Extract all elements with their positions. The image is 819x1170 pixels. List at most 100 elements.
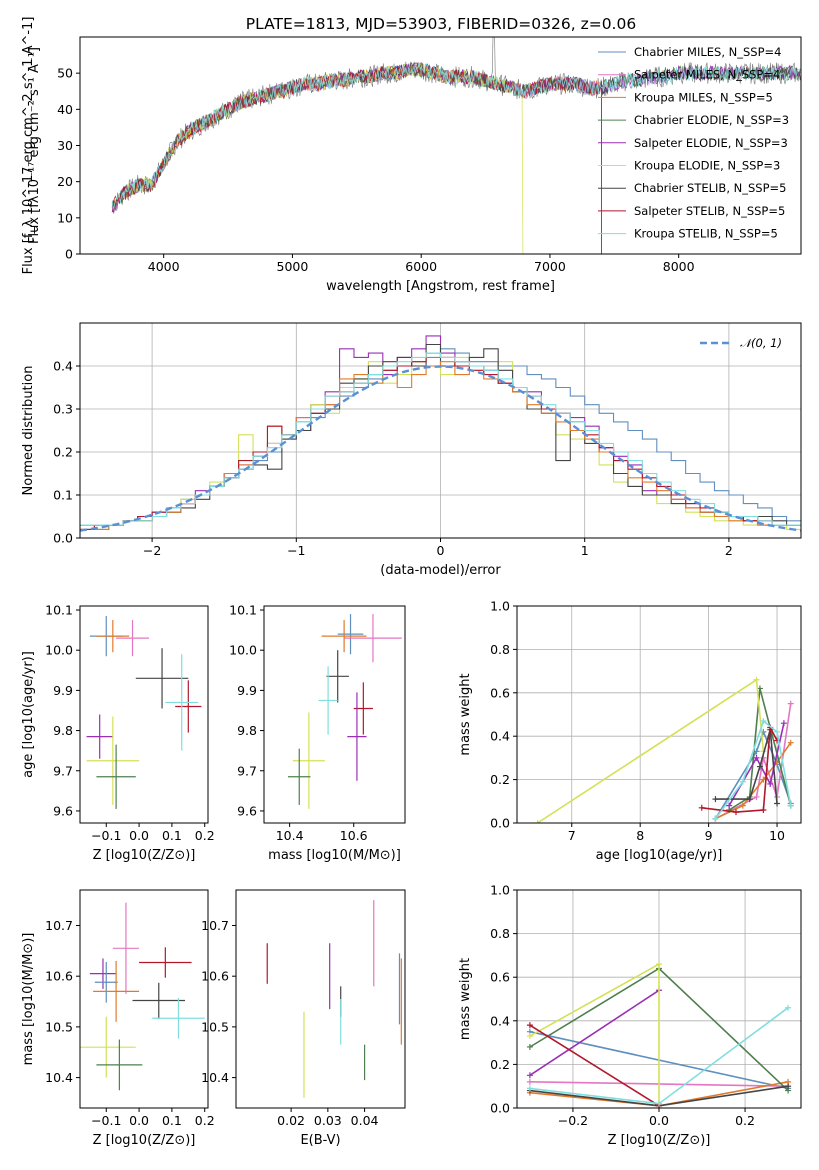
spectrum-legend-label: Salpeter ELODIE, N_SSP=3 [634,136,788,150]
weight-marker [753,676,760,683]
weight-marker [767,780,774,787]
mass-vs-Z-xtick-label: 0.1 [162,1113,182,1128]
residuals-ytick-label: 0.2 [53,445,73,460]
mass-vs-EBV-ytick-label: 10.6 [201,969,229,984]
weight-marker [787,739,794,746]
weight-marker [526,1072,533,1079]
mass-vs-EBV-frame [235,889,406,1109]
age-vs-Z-frame [79,605,209,824]
weight-marker [712,815,719,822]
residuals-ytick-label: 0.3 [53,402,73,417]
weight-marker [787,802,794,809]
weight-vs-age-axes [513,605,801,827]
age-vs-Z-xlabel: Z [log10(Z/Z⊙)] [93,848,196,863]
spectrum-legend-label: Chabrier ELODIE, N_SSP=3 [634,113,789,127]
weight-vs-Z-ytick-label: 0.6 [490,970,510,985]
weight-vs-age-ytick-label: 0.6 [490,685,510,700]
age-vs-Z-ytick-label: 9.6 [53,803,73,818]
weight-vs-age-xlabel: age [log10(age/yr)] [596,848,723,863]
age-vs-Z-ytick-label: 10.1 [45,603,73,618]
spectrum-frame [79,36,802,255]
weight-vs-age-frame [516,605,802,824]
spectrum-ytick-label: 40 [57,102,73,117]
weight-marker [656,961,662,968]
age-vs-mass-ytick-label: 9.6 [237,803,257,818]
spectrum-ytick-label: 10 [57,210,73,225]
weight-marker [785,1004,792,1011]
weight-marker [787,700,794,707]
weight-vs-age-xtick-label: 7 [568,828,576,843]
spectrum-legend-label: Kroupa ELODIE, N_SSP=3 [634,159,780,173]
weight-vs-Z-ytick-label: 0.0 [490,1101,510,1116]
mass-vs-Z-xlabel: Z [log10(Z/Z⊙)] [93,1133,196,1148]
age-vs-Z-plot-area [86,616,202,809]
weight-vs-age-ytick-label: 0.2 [490,772,510,787]
weight-line [728,688,792,811]
weight-vs-Z-ytick-label: 1.0 [490,883,510,898]
weight-marker [753,754,760,761]
age-vs-Z-xtick-label: −0.1 [91,828,121,843]
mass-vs-EBV-xtick-label: 0.02 [277,1113,305,1128]
weight-line [529,989,660,1076]
age-vs-Z-xtick-label: 0.2 [195,828,215,843]
age-vs-mass-plot-area [288,614,402,809]
residuals-xtick-label: −2 [143,543,161,558]
mass-vs-EBV-xlabel: E(B-V) [300,1133,340,1148]
spectrum-legend-label: Chabrier MILES, N_SSP=4 [634,45,781,59]
mass-vs-EBV-plot-area [266,900,402,1098]
age-vs-Z-ytick-label: 10.0 [45,643,73,658]
weight-vs-age-xtick-label: 10 [769,828,785,843]
age-vs-Z-xtick-label: 0.1 [162,828,182,843]
weight-vs-Z-xtick-label: 0.0 [649,1113,669,1128]
residuals-xtick-label: 0 [437,543,445,558]
weight-marker [698,804,705,811]
spectrum-ytick-label: 30 [57,138,73,153]
spectrum-xtick-label: 8000 [663,259,695,274]
residuals-xtick-label: −1 [287,543,305,558]
mass-vs-Z-xtick-label: 0.2 [195,1113,215,1128]
residuals-ytick-label: 0.0 [53,531,73,546]
weight-vs-age-ytick-label: 0.0 [490,816,510,831]
spectrum-ylabel: Flux [fλ10⁻¹⁷ erg cm⁻² s⁻¹ A⁻¹] [27,47,42,244]
weight-marker [739,778,746,785]
weight-vs-Z-axes [513,889,801,1112]
weight-vs-Z-plot-area [526,961,792,1108]
weight-marker [760,718,767,725]
age-vs-mass-frame [263,605,406,824]
age-vs-Z-ytick-label: 9.9 [53,683,73,698]
weight-marker [739,802,746,809]
mass-vs-Z-axes [76,924,206,1112]
weight-marker [534,820,541,823]
weight-marker [780,720,787,727]
spectrum-xtick-label: 7000 [534,259,566,274]
weight-marker [526,1043,533,1050]
residuals-xtick-label: 1 [581,543,589,558]
spectrum-legend-label: Kroupa STELIB, N_SSP=5 [634,227,778,241]
weight-marker [774,728,781,735]
gaussian-legend-label: 𝒩(0, 1) [740,336,782,350]
spectrum-plot-area [111,37,801,254]
mass-vs-Z-frame [79,889,209,1109]
age-vs-mass-ytick-label: 9.8 [237,723,257,738]
mass-vs-Z-ytick-label: 10.6 [45,969,73,984]
age-vs-Z-axes [76,609,206,827]
spectrum-axes [76,72,680,258]
age-vs-mass-ytick-label: 10.1 [229,603,257,618]
weight-marker [526,1078,533,1085]
mass-vs-Z-ytick-label: 10.4 [45,1070,73,1085]
weight-vs-Z-xtick-label: −0.2 [558,1113,588,1128]
mass-vs-Z-ytick-label: 10.5 [45,1019,73,1034]
mass-vs-Z-plot-area [80,902,205,1091]
spectrum-xlabel: wavelength [Angstrom, rest frame] [326,279,555,294]
spectrum-xtick-label: 6000 [405,259,437,274]
spectrum-ytick-label: 50 [57,66,73,81]
mass-vs-EBV-xtick-label: 0.04 [351,1113,379,1128]
age-vs-mass-ytick-label: 9.7 [237,763,257,778]
residuals-ylabel: Normed distribution [21,366,36,496]
weight-vs-age-plot-area [534,676,794,823]
weight-vs-Z-frame [516,889,802,1109]
mass-vs-EBV-xtick-label: 0.03 [314,1113,342,1128]
weight-marker [526,1085,533,1092]
weight-marker [746,796,753,803]
age-vs-mass-axes [260,609,355,827]
